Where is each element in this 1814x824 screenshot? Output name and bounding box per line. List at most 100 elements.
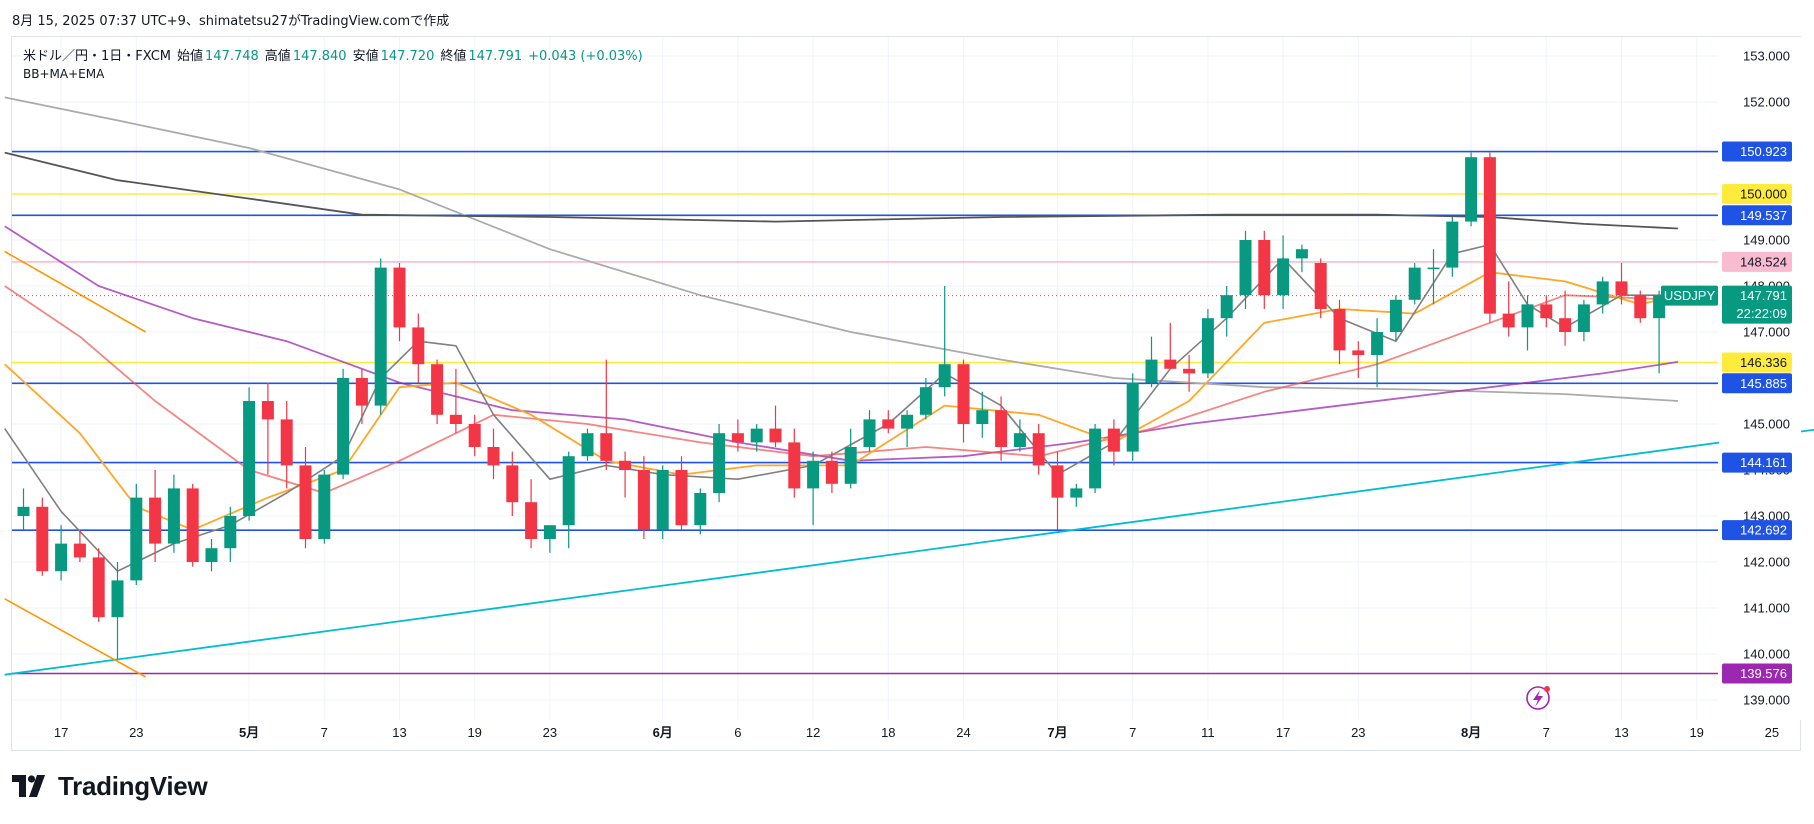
candle <box>919 378 932 420</box>
level-tag-text: 142.692 <box>1740 523 1787 538</box>
candle-body <box>55 543 68 572</box>
candle-body <box>205 548 218 562</box>
price-tick-label: 153.000 <box>1743 49 1790 64</box>
candle-body <box>92 557 105 618</box>
level-tag-box <box>1722 205 1792 226</box>
candle-body <box>1333 309 1346 351</box>
price-tick-label: 139.000 <box>1743 693 1790 708</box>
candle-body <box>111 580 124 618</box>
candle-body <box>1145 359 1158 383</box>
candle <box>769 405 782 447</box>
candle-body <box>750 428 763 443</box>
candle-body <box>1314 263 1327 309</box>
candle <box>1183 355 1196 392</box>
candle-body <box>637 470 650 530</box>
level-tag-box <box>1722 663 1792 684</box>
horizontal-levels <box>12 150 1718 675</box>
time-tick-label: 13 <box>1614 725 1628 740</box>
candle-body <box>73 543 86 558</box>
time-tick-label: 8月 <box>1461 725 1481 740</box>
candle-body <box>149 497 162 544</box>
time-tick-label: 24 <box>956 725 970 740</box>
time-axis[interactable]: 17 23 5月 7 13 19 23 6月 6 12 18 24 7月 7 11 17 23 8月 7 13 19 25 <box>54 725 1779 740</box>
candle-body <box>1540 304 1553 319</box>
price-tick-label: 141.000 <box>1743 601 1790 616</box>
close-label: 終値 <box>440 49 467 64</box>
time-tick-label: 7 <box>1129 725 1136 740</box>
candle-body <box>581 433 594 457</box>
level-price-tag: 150.000 <box>1722 184 1792 204</box>
candle <box>656 465 669 539</box>
candle-body <box>863 419 876 447</box>
candle <box>1371 318 1384 388</box>
lightning-alert-icon[interactable] <box>1526 686 1550 710</box>
candle-body <box>1107 428 1120 452</box>
candle <box>36 497 49 576</box>
candle <box>637 456 650 539</box>
alert-icon-bolt <box>1533 690 1543 707</box>
candle-body <box>1126 382 1139 452</box>
candle <box>1333 299 1346 365</box>
open-label: 始値 <box>177 49 204 64</box>
candle-body <box>1521 304 1534 328</box>
level-tag-text: 149.537 <box>1740 208 1787 223</box>
candle <box>1051 451 1064 530</box>
candle-body <box>694 493 707 526</box>
candle-body <box>957 364 970 424</box>
candle-body <box>318 474 331 539</box>
indicator-series <box>4 151 1678 230</box>
candle <box>261 382 274 475</box>
candle <box>1577 299 1590 342</box>
candle-body <box>769 428 782 443</box>
indicator-series <box>4 96 1678 402</box>
close-value: 147.791 <box>468 49 523 64</box>
candle <box>111 562 124 659</box>
time-tick-label: 19 <box>1689 725 1703 740</box>
candle <box>525 479 538 549</box>
candle-body <box>130 497 143 581</box>
candle-body <box>1183 368 1196 374</box>
candle-body <box>525 502 538 539</box>
price-chart[interactable]: 139.000140.000141.000142.000143.000144.0… <box>0 0 1814 760</box>
candle <box>543 525 556 553</box>
candle <box>243 387 256 521</box>
level-price-tag: 149.537 <box>1722 205 1792 226</box>
current-price-tag: USDJPY 147.791 22:22:09 <box>1661 285 1792 324</box>
ohlc-legend: 米ドル／円・1日・FXCM 始値 147.748 高値 147.840 安値 147.720… <box>23 45 643 64</box>
candle <box>205 539 218 572</box>
candle <box>825 451 838 493</box>
symbol-tag-box <box>1661 285 1718 306</box>
candle <box>694 488 707 535</box>
candle <box>1145 336 1158 388</box>
candle-body <box>506 465 519 503</box>
candle <box>506 451 519 516</box>
price-tick-label: 143.000 <box>1743 509 1790 524</box>
tradingview-logo[interactable]: TradingView <box>12 771 208 801</box>
candle-body <box>976 410 989 424</box>
candle-body <box>1446 221 1459 268</box>
candle <box>73 529 86 562</box>
price-tag-box <box>1722 285 1792 324</box>
candle-body <box>1295 249 1308 259</box>
candle <box>167 474 180 553</box>
candle <box>1239 230 1252 309</box>
candle <box>92 548 105 622</box>
candle <box>130 483 143 585</box>
candles <box>17 152 1666 659</box>
candle <box>1540 295 1553 328</box>
candle-body <box>1258 240 1271 296</box>
candle <box>619 451 632 498</box>
candle <box>1070 483 1083 507</box>
indicator-lines <box>4 96 1679 573</box>
candle <box>318 470 331 544</box>
indicator-name[interactable]: BB+MA+EMA <box>23 67 105 81</box>
candle-body <box>1164 359 1177 369</box>
countdown-tag-text: 22:22:09 <box>1736 306 1787 321</box>
candle-body <box>280 419 293 466</box>
candle-body <box>1615 281 1628 296</box>
tradingview-logo-icon <box>12 775 45 797</box>
support-trendline <box>4 428 1814 676</box>
candle <box>374 258 387 415</box>
candle <box>17 488 30 530</box>
price-tick-label: 149.000 <box>1743 233 1790 248</box>
